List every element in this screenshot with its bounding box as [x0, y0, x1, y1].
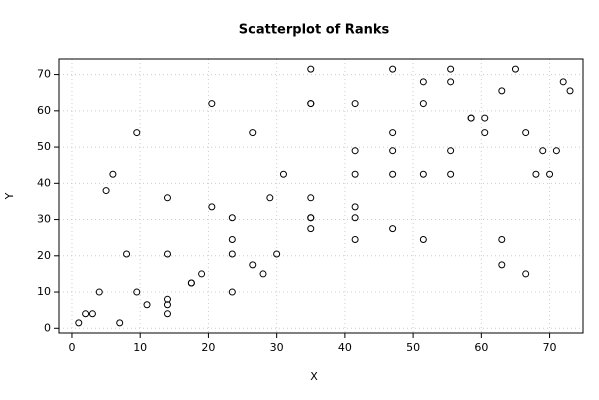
- point: [109, 170, 117, 178]
- point: [447, 147, 455, 155]
- point: [559, 78, 567, 86]
- point: [163, 194, 171, 202]
- point: [389, 225, 397, 233]
- point: [566, 87, 574, 95]
- point: [539, 147, 547, 155]
- point: [467, 114, 475, 122]
- point: [511, 65, 519, 73]
- point: [228, 250, 236, 258]
- point: [228, 288, 236, 296]
- point: [419, 235, 427, 243]
- y-tick-label: 40: [37, 176, 51, 189]
- point: [163, 295, 171, 303]
- y-tick-label: 50: [37, 140, 51, 153]
- point: [163, 250, 171, 258]
- point: [351, 147, 359, 155]
- point: [95, 288, 103, 296]
- point: [522, 270, 530, 278]
- point: [133, 129, 141, 137]
- point: [307, 65, 315, 73]
- point: [88, 310, 96, 318]
- point: [82, 310, 90, 318]
- point: [307, 194, 315, 202]
- y-tick-label: 10: [37, 285, 51, 298]
- point: [389, 65, 397, 73]
- point: [447, 65, 455, 73]
- point: [307, 225, 315, 233]
- point: [447, 170, 455, 178]
- point: [75, 319, 83, 327]
- plot-frame: [58, 58, 584, 334]
- point: [116, 319, 124, 327]
- point: [266, 194, 274, 202]
- point: [546, 170, 554, 178]
- point: [389, 129, 397, 137]
- point: [279, 170, 287, 178]
- point: [163, 301, 171, 309]
- point: [249, 129, 257, 137]
- x-tick-label: 50: [406, 341, 420, 354]
- point: [143, 301, 151, 309]
- point: [123, 250, 131, 258]
- x-tick-label: 20: [201, 341, 215, 354]
- point: [351, 203, 359, 211]
- point: [481, 129, 489, 137]
- point: [522, 129, 530, 137]
- point: [259, 270, 267, 278]
- x-axis-label: X: [310, 370, 318, 383]
- y-tick-label: 30: [37, 213, 51, 226]
- point: [187, 279, 195, 287]
- x-tick-label: 70: [543, 341, 557, 354]
- point: [351, 170, 359, 178]
- x-tick-label: 10: [133, 341, 147, 354]
- y-tick-label: 60: [37, 104, 51, 117]
- y-axis-label: Y: [3, 192, 16, 200]
- point: [498, 87, 506, 95]
- point: [552, 147, 560, 155]
- point: [419, 170, 427, 178]
- point: [102, 187, 110, 195]
- x-tick-label: 40: [338, 341, 352, 354]
- point: [532, 170, 540, 178]
- point: [481, 114, 489, 122]
- y-tick-label: 20: [37, 249, 51, 262]
- point: [163, 310, 171, 318]
- point: [133, 288, 141, 296]
- point: [447, 78, 455, 86]
- point: [208, 203, 216, 211]
- point: [273, 250, 281, 258]
- x-tick-label: 0: [68, 341, 75, 354]
- point: [498, 235, 506, 243]
- point: [389, 170, 397, 178]
- point: [419, 78, 427, 86]
- x-tick-label: 30: [270, 341, 284, 354]
- point: [351, 100, 359, 108]
- x-tick-label: 60: [474, 341, 488, 354]
- point: [208, 100, 216, 108]
- chart-title: Scatterplot of Ranks: [239, 23, 390, 38]
- point: [389, 147, 397, 155]
- point: [351, 214, 359, 222]
- point: [228, 214, 236, 222]
- point: [419, 100, 427, 108]
- point: [307, 100, 315, 108]
- y-tick-label: 70: [37, 68, 51, 81]
- point: [351, 235, 359, 243]
- point: [498, 261, 506, 269]
- point: [307, 214, 315, 222]
- point: [249, 261, 257, 269]
- y-tick-label: 0: [44, 321, 51, 334]
- point: [198, 270, 206, 278]
- point: [228, 235, 236, 243]
